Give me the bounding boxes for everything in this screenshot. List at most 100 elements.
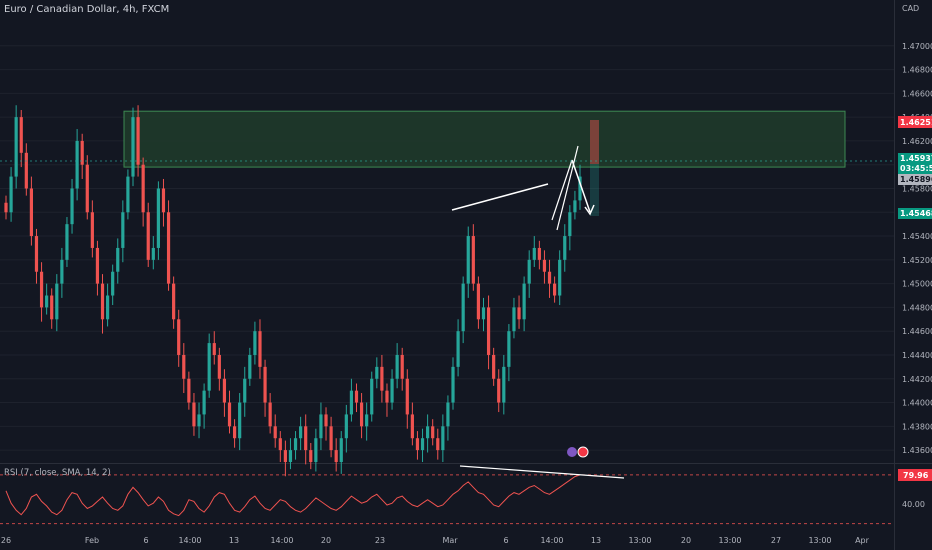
candle-body bbox=[375, 366, 379, 379]
candle-body bbox=[304, 426, 308, 451]
candle-body bbox=[344, 414, 348, 439]
candle-body bbox=[212, 343, 216, 355]
candle-body bbox=[481, 307, 486, 320]
candle-body bbox=[299, 426, 303, 439]
candle-body bbox=[415, 438, 420, 451]
candle-body bbox=[578, 176, 582, 201]
candle-body bbox=[568, 212, 572, 237]
candle-body bbox=[146, 212, 150, 260]
candle-body bbox=[248, 354, 252, 379]
channel-line-a[interactable] bbox=[551, 159, 573, 221]
rsi-value-tag: 79.96 bbox=[903, 471, 929, 480]
candle-body bbox=[4, 202, 8, 213]
candle-body bbox=[70, 188, 74, 225]
price-tag-grey: 1.45896 bbox=[900, 175, 932, 184]
projection-red-bar bbox=[590, 120, 599, 164]
candle-body bbox=[161, 188, 166, 213]
candle-body bbox=[85, 164, 89, 213]
candle-body bbox=[334, 450, 338, 462]
candle-body bbox=[573, 200, 577, 213]
y-tick-label: 1.44400 bbox=[902, 351, 932, 360]
candle-body bbox=[517, 307, 521, 320]
candle-body bbox=[121, 212, 125, 248]
y-tick-label: 1.44600 bbox=[902, 327, 932, 336]
candle-body bbox=[420, 438, 425, 451]
rsi-value-tag-bg bbox=[898, 469, 932, 481]
candle-body bbox=[436, 438, 440, 451]
y-tick-label: 1.46600 bbox=[902, 89, 932, 98]
candle-body bbox=[476, 283, 481, 320]
candle-body bbox=[324, 414, 328, 427]
trendline-top[interactable] bbox=[451, 183, 549, 211]
candle-body bbox=[39, 271, 44, 308]
candle-body bbox=[268, 402, 272, 427]
candle-body bbox=[197, 414, 201, 427]
x-tick-label: Apr bbox=[855, 536, 870, 545]
candle-body bbox=[553, 283, 557, 296]
supply-zone[interactable] bbox=[123, 110, 846, 168]
candle-body bbox=[365, 414, 369, 427]
price-tag-current-bg bbox=[898, 153, 932, 164]
x-tick-label: 13:00 bbox=[808, 536, 831, 545]
candle-body bbox=[558, 259, 562, 296]
candle-body bbox=[14, 117, 18, 177]
candle-body bbox=[380, 366, 384, 391]
candle-body bbox=[283, 450, 287, 462]
candle-body bbox=[410, 414, 414, 439]
candle-body bbox=[349, 390, 354, 415]
event-icon-flag[interactable] bbox=[577, 446, 589, 458]
candle-body bbox=[486, 307, 491, 355]
candle-body bbox=[29, 188, 33, 237]
currency-label: CAD bbox=[902, 4, 920, 13]
rsi-title: RSI (7, close, SMA, 14, 2) bbox=[4, 468, 111, 478]
candle-body bbox=[395, 354, 399, 379]
candle-body bbox=[232, 426, 237, 439]
candle-body bbox=[207, 343, 211, 391]
candle-body bbox=[100, 283, 105, 320]
candle-body bbox=[90, 212, 94, 248]
candle-body bbox=[222, 378, 227, 403]
x-tick-label: 14:00 bbox=[270, 536, 293, 545]
candle-body bbox=[177, 319, 181, 355]
rsi-divergence-line[interactable] bbox=[459, 465, 625, 479]
candle-body bbox=[293, 438, 298, 451]
y-tick-label: 1.47000 bbox=[902, 42, 932, 51]
x-tick-label: 13:00 bbox=[718, 536, 741, 545]
candle-body bbox=[532, 247, 536, 260]
price-tag-grey-bg bbox=[898, 174, 932, 185]
y-tick-label: 1.45400 bbox=[902, 232, 932, 241]
candle-body bbox=[156, 188, 160, 248]
candle-body bbox=[105, 295, 110, 320]
projection-green-bar bbox=[590, 164, 599, 216]
candle-body bbox=[238, 402, 242, 439]
x-tick-label: Mar bbox=[442, 536, 458, 545]
channel-line-b[interactable] bbox=[556, 145, 579, 231]
price-tag-current: 1.45937 bbox=[900, 154, 932, 163]
y-tick-label: 1.45000 bbox=[902, 280, 932, 289]
candle-body bbox=[9, 176, 13, 213]
y-tick-label: 1.45800 bbox=[902, 184, 932, 193]
candle-body bbox=[182, 354, 186, 379]
candle-body bbox=[258, 331, 262, 367]
candle-body bbox=[263, 366, 267, 403]
candle-body bbox=[547, 271, 552, 284]
price-tag-red-bg bbox=[898, 116, 932, 128]
candle-body bbox=[354, 390, 359, 403]
candle-body bbox=[75, 140, 79, 189]
candle-body bbox=[405, 378, 409, 415]
price-tag-lower: 1.45468 bbox=[900, 209, 932, 218]
candle-body bbox=[527, 259, 531, 284]
candle-body bbox=[461, 283, 465, 332]
candle-body bbox=[441, 426, 445, 451]
event-icon-lightning[interactable] bbox=[567, 447, 577, 457]
y-tick-label: 1.44000 bbox=[902, 399, 932, 408]
x-tick-label: 14:00 bbox=[540, 536, 563, 545]
candle-body bbox=[537, 247, 541, 260]
arrow-shaft[interactable] bbox=[571, 159, 591, 213]
x-tick-label: 26 bbox=[1, 536, 11, 545]
candle-body bbox=[166, 212, 171, 284]
y-tick-label: 1.43800 bbox=[902, 422, 932, 431]
candle-body bbox=[507, 331, 511, 367]
